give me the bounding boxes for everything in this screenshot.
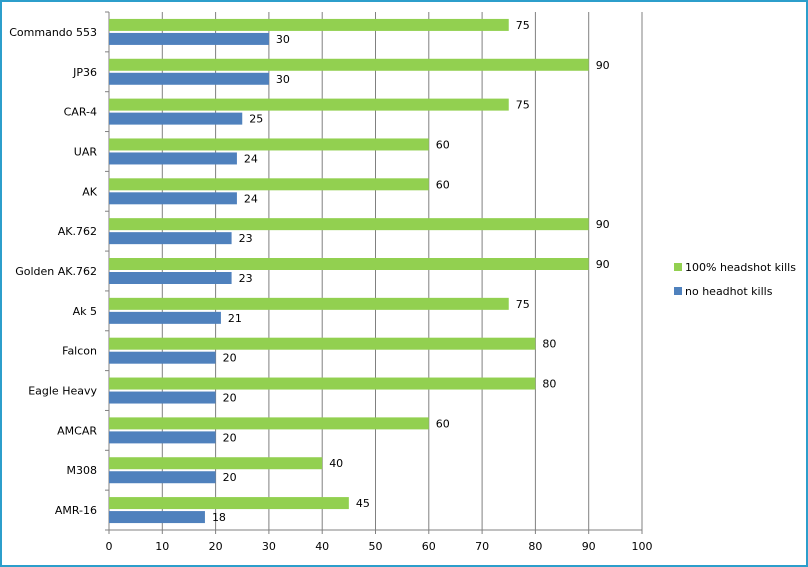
tick-label-x-20: 20 <box>209 540 223 553</box>
tick-label-x-80: 80 <box>528 540 542 553</box>
legend-swatch-1 <box>674 287 682 295</box>
bar-series1-1 <box>109 72 269 85</box>
legend-label-1: no headhot kills <box>685 285 773 298</box>
bar-series0-6 <box>109 258 589 270</box>
category-label-2: CAR-4 <box>64 106 97 119</box>
data-label-series0-12: 45 <box>356 497 370 510</box>
bar-series0-3 <box>109 138 429 151</box>
bar-series0-12 <box>109 497 349 510</box>
bar-series0-1 <box>109 58 589 71</box>
bar-series1-11 <box>109 471 216 484</box>
tick-label-x-10: 10 <box>155 540 169 553</box>
tick-label-x-100: 100 <box>632 540 653 553</box>
data-label-series0-7: 75 <box>516 298 530 311</box>
bar-series1-9 <box>109 391 216 404</box>
tick-label-x-90: 90 <box>582 540 596 553</box>
category-label-10: AMCAR <box>57 424 97 437</box>
data-label-series0-6: 90 <box>596 258 610 271</box>
data-label-series1-8: 20 <box>223 352 237 365</box>
bar-series0-7 <box>109 297 509 310</box>
data-label-series0-9: 80 <box>542 378 556 391</box>
data-label-series1-9: 20 <box>223 392 237 405</box>
data-label-series0-5: 90 <box>596 218 610 231</box>
bar-series0-10 <box>109 417 429 430</box>
tick-label-x-40: 40 <box>315 540 329 553</box>
tick-label-x-0: 0 <box>106 540 113 553</box>
data-label-series1-3: 24 <box>244 152 258 165</box>
data-label-series0-4: 60 <box>436 178 450 191</box>
data-label-series0-3: 60 <box>436 138 450 151</box>
bar-series1-8 <box>109 351 216 364</box>
data-label-series0-0: 75 <box>516 19 530 32</box>
data-label-series1-11: 20 <box>223 471 237 484</box>
category-label-5: AK.762 <box>58 225 97 238</box>
data-label-series0-2: 75 <box>516 99 530 112</box>
tick-label-x-30: 30 <box>262 540 276 553</box>
bar-series1-3 <box>109 152 237 165</box>
data-label-series1-12: 18 <box>212 511 226 524</box>
bar-series1-2 <box>109 112 243 125</box>
data-label-series0-8: 80 <box>542 338 556 351</box>
data-label-series0-1: 90 <box>596 59 610 72</box>
legend-label-0: 100% headshot kills <box>685 261 796 274</box>
bar-series1-10 <box>109 431 216 444</box>
data-label-series0-10: 60 <box>436 417 450 430</box>
data-label-series1-7: 21 <box>228 312 242 325</box>
category-label-3: UAR <box>74 145 98 158</box>
category-label-1: JP36 <box>72 66 97 79</box>
category-label-8: Falcon <box>62 345 97 358</box>
tick-label-x-60: 60 <box>422 540 436 553</box>
data-label-series1-0: 30 <box>276 33 290 46</box>
category-label-4: AK <box>82 185 98 198</box>
data-label-series1-5: 23 <box>239 232 253 245</box>
bar-series1-6 <box>109 272 232 284</box>
category-label-7: Ak 5 <box>73 305 97 318</box>
bar-series0-8 <box>109 337 536 350</box>
data-label-series1-4: 24 <box>244 192 258 205</box>
tick-label-x-50: 50 <box>369 540 383 553</box>
category-label-11: M308 <box>67 464 98 477</box>
category-label-12: AMR-16 <box>55 504 97 517</box>
data-label-series1-10: 20 <box>223 431 237 444</box>
bar-series0-9 <box>109 377 536 390</box>
tick-label-x-70: 70 <box>475 540 489 553</box>
category-label-0: Commando 553 <box>9 26 97 39</box>
bar-series0-0 <box>109 18 509 31</box>
category-label-6: Golden AK.762 <box>15 265 97 278</box>
bar-series0-2 <box>109 98 509 111</box>
bar-series1-7 <box>109 311 221 324</box>
bar-series1-12 <box>109 511 205 524</box>
data-label-series1-6: 23 <box>239 272 253 285</box>
bar-series0-11 <box>109 457 323 470</box>
legend-swatch-0 <box>674 263 682 271</box>
bar-series1-0 <box>109 32 269 45</box>
data-label-series1-1: 30 <box>276 73 290 86</box>
bar-series1-4 <box>109 192 237 205</box>
bar-series0-5 <box>109 218 589 231</box>
bar-series0-4 <box>109 178 429 191</box>
data-label-series0-11: 40 <box>329 457 343 470</box>
data-label-series1-2: 25 <box>249 113 263 126</box>
category-label-9: Eagle Heavy <box>28 385 97 398</box>
bar-series1-5 <box>109 232 232 245</box>
